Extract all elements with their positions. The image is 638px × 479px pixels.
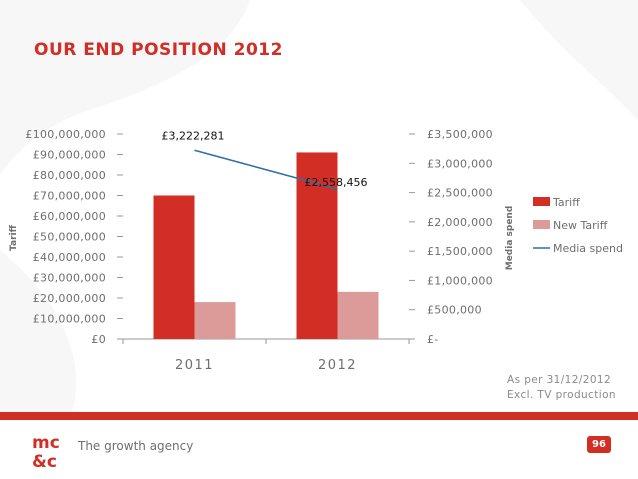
footnote-line-1: As per 31/12/2012 xyxy=(507,374,612,386)
right-axis-tick-label: £500,000 xyxy=(427,304,482,317)
x-axis-category-label: 2011 xyxy=(175,358,214,373)
right-axis-tick-label: £2,500,000 xyxy=(427,187,493,200)
right-axis-tick-label: £- xyxy=(427,333,439,346)
svg-text:mc: mc xyxy=(32,433,60,453)
left-axis-tick-label: £0 xyxy=(91,333,106,346)
left-axis-tick-label: £70,000,000 xyxy=(33,190,106,203)
left-axis-tick-label: £80,000,000 xyxy=(33,169,106,182)
legend-label: New Tariff xyxy=(553,219,608,232)
data-label-media-spend: £2,558,456 xyxy=(305,176,368,189)
legend-label: Media spend xyxy=(553,242,623,255)
x-axis-category-label: 2012 xyxy=(318,358,357,373)
data-label-media-spend: £3,222,281 xyxy=(162,129,225,142)
left-axis-tick-label: £60,000,000 xyxy=(33,210,106,223)
left-axis-tick-label: £30,000,000 xyxy=(33,272,106,285)
page-number-badge: 96 xyxy=(587,436,611,453)
left-axis-tick-label: £20,000,000 xyxy=(33,292,106,305)
right-axis-tick-label: £3,000,000 xyxy=(427,157,493,170)
right-axis-tick-label: £2,000,000 xyxy=(427,216,493,229)
left-axis-tick-label: £90,000,000 xyxy=(33,149,106,162)
legend-label: Tariff xyxy=(552,196,580,209)
tagline: The growth agency xyxy=(78,439,194,453)
right-axis-tick-label: £3,500,000 xyxy=(427,128,493,141)
chart: £0 £10,000,000 £20,000,000 £30,000,000 £40,0… xyxy=(9,128,623,373)
left-axis-tick-label: £10,000,000 xyxy=(33,313,106,326)
footnote: As per 31/12/2012 Excl. TV production xyxy=(507,373,632,403)
left-axis-tick-label: £40,000,000 xyxy=(33,251,106,264)
right-axis-tick-label: £1,500,000 xyxy=(427,245,493,258)
bar-tariff-2011 xyxy=(153,195,195,339)
left-axis-tick-label: £100,000,000 xyxy=(25,128,106,141)
footer: mc &c The growth agency 96 xyxy=(0,420,638,479)
slide-title: OUR END POSITION 2012 xyxy=(34,40,283,60)
svg-text:&c: &c xyxy=(32,452,57,470)
legend-swatch-tariff xyxy=(533,197,550,206)
legend-swatch-new-tariff xyxy=(533,220,550,229)
footer-divider-bar xyxy=(0,412,638,420)
line-media-spend xyxy=(194,149,338,190)
bar-new-tariff-2011 xyxy=(194,302,236,339)
right-axis-tick-label: £1,000,000 xyxy=(427,274,493,287)
mcc-logo-icon: mc &c xyxy=(32,433,60,470)
right-axis-title: Media spend xyxy=(505,206,515,271)
left-axis-tick-label: £50,000,000 xyxy=(33,231,106,244)
left-axis-title: Tariff xyxy=(9,224,19,251)
footnote-line-2: Excl. TV production xyxy=(507,389,616,401)
bar-new-tariff-2012 xyxy=(337,291,379,339)
